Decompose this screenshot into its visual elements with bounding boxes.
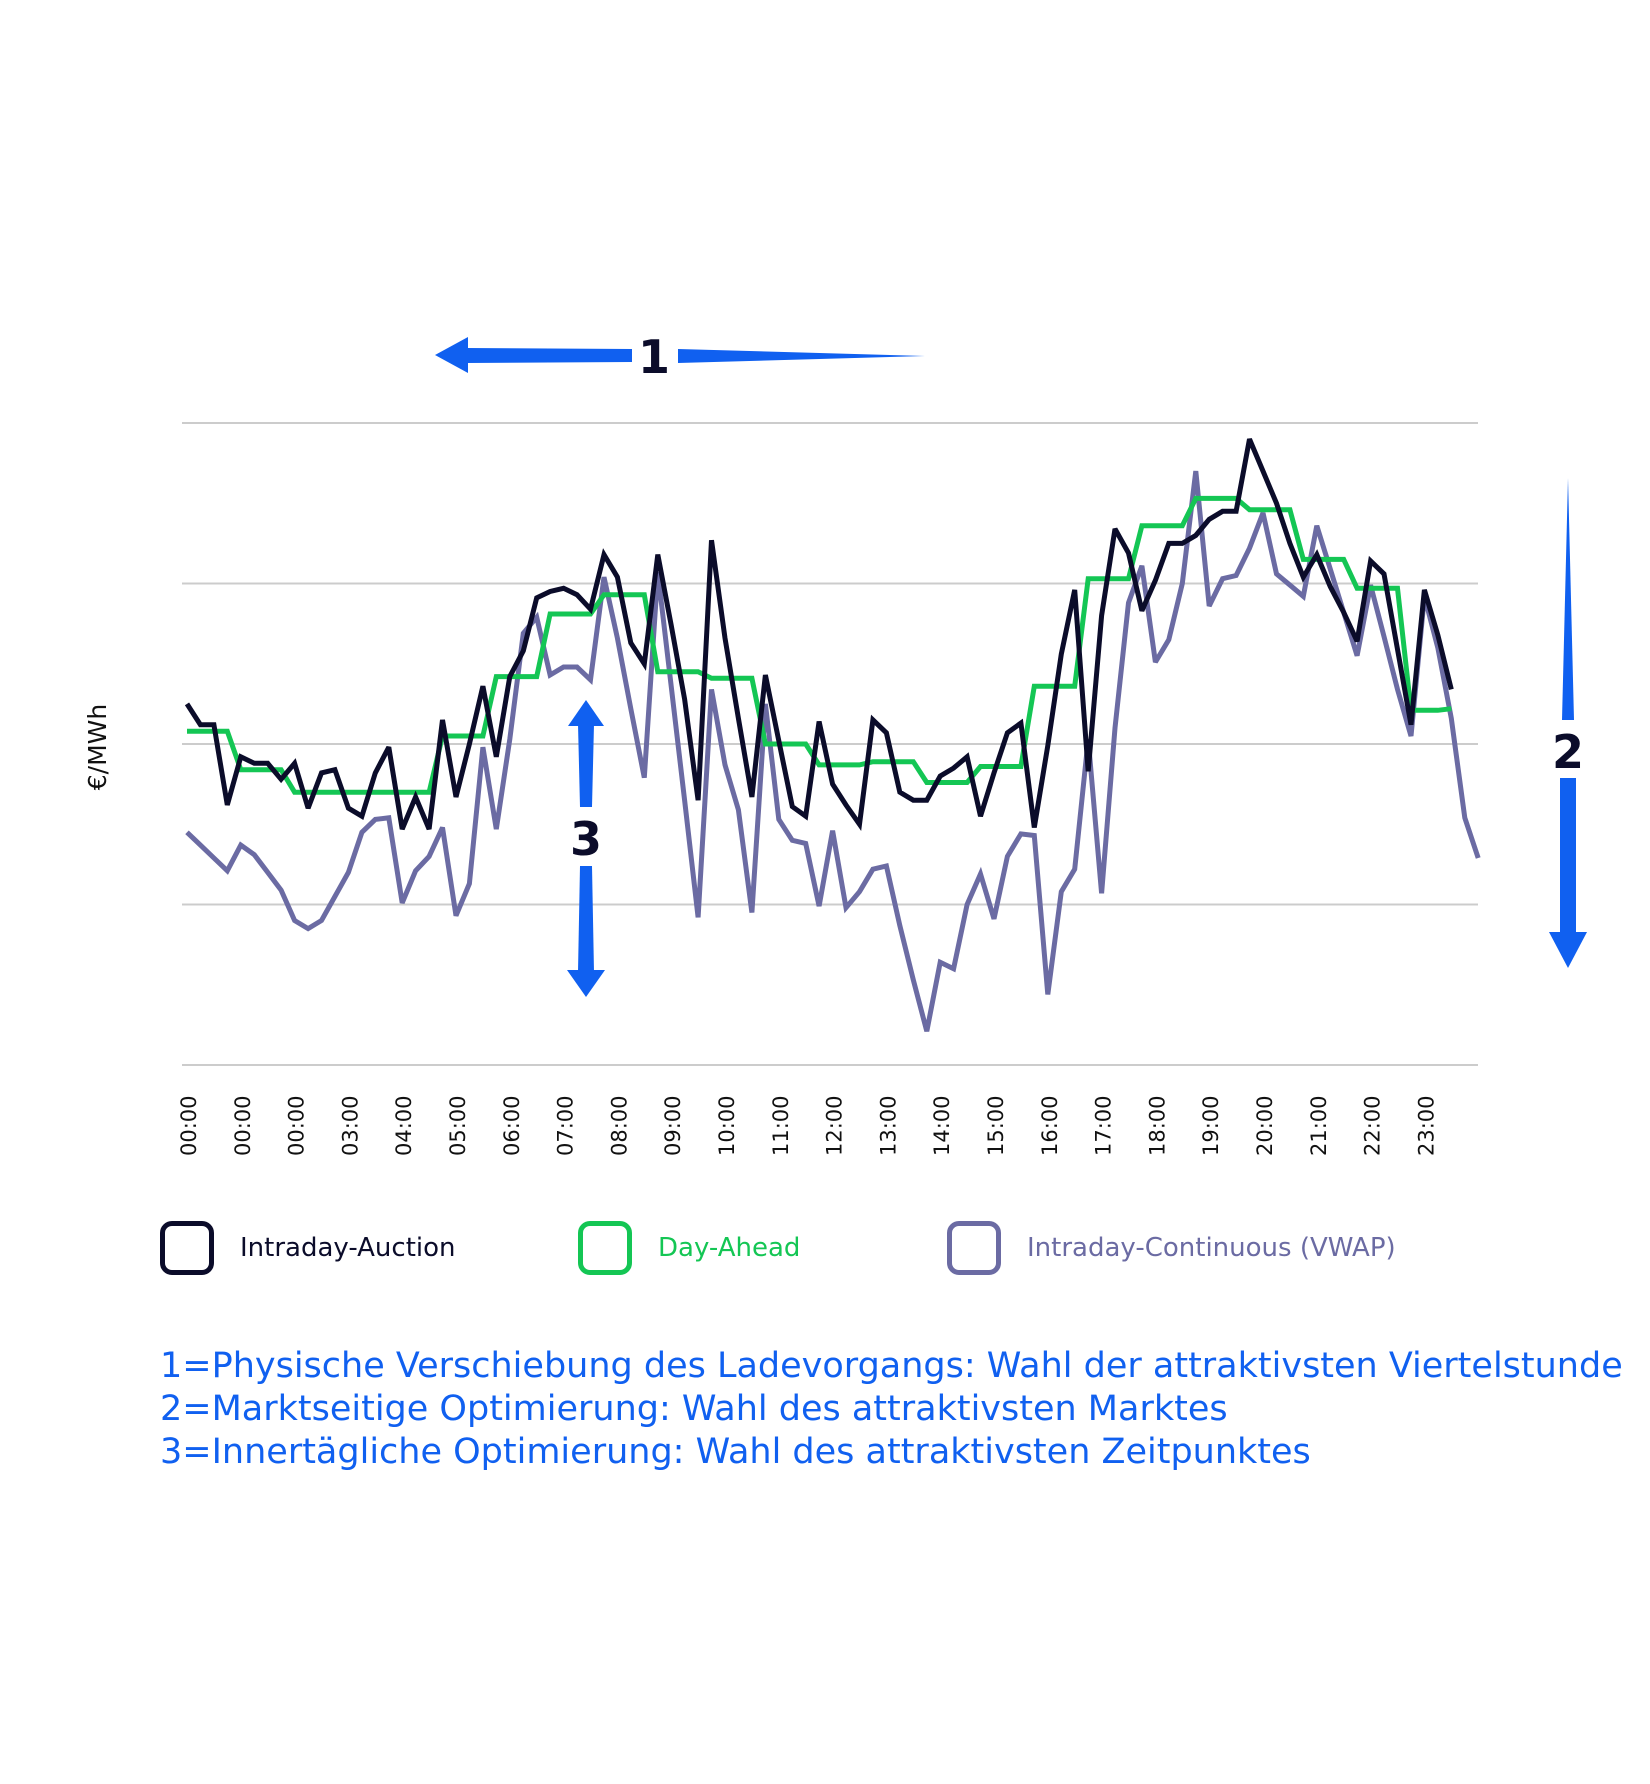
annotation-1-label: 1 bbox=[638, 330, 670, 384]
chart-series bbox=[184, 438, 1481, 1032]
arrow-1-left-shaft bbox=[466, 348, 632, 363]
x-tick-label: 07:00 bbox=[554, 1095, 578, 1156]
x-tick-label: 12:00 bbox=[823, 1095, 847, 1156]
x-tick-label: 08:00 bbox=[607, 1095, 631, 1156]
x-tick-label: 00:00 bbox=[177, 1095, 201, 1156]
note-1: 1=Physische Verschiebung des Ladevorgang… bbox=[160, 1346, 1623, 1386]
arrow-3-up-shaft bbox=[578, 724, 594, 807]
note-3: 3=Innertägliche Optimierung: Wahl des at… bbox=[160, 1432, 1311, 1472]
annotation-2-arrow: 2 bbox=[1549, 478, 1587, 968]
x-tick-label: 14:00 bbox=[930, 1095, 954, 1156]
legend-swatch-intraday-continuous bbox=[947, 1221, 1001, 1275]
annotation-3-label: 3 bbox=[570, 812, 602, 866]
arrow-3-down-shaft bbox=[578, 866, 594, 972]
x-tick-label: 17:00 bbox=[1092, 1095, 1116, 1156]
x-tick-label: 23:00 bbox=[1414, 1095, 1438, 1156]
arrow-1-left-head bbox=[435, 337, 468, 373]
x-tick-label: 16:00 bbox=[1038, 1095, 1062, 1156]
x-axis-ticks: 00:00 00:00 00:00 03:00 04:00 05:00 06:00 07:00… bbox=[177, 1095, 1438, 1156]
explanation-notes: 1=Physische Verschiebung des Ladevorgang… bbox=[160, 1345, 1623, 1474]
x-tick-label: 03:00 bbox=[338, 1095, 362, 1156]
x-tick-label: 22:00 bbox=[1361, 1095, 1385, 1156]
arrow-2-top-tail bbox=[1562, 478, 1574, 720]
x-tick-label: 04:00 bbox=[392, 1095, 416, 1156]
legend-item-intraday-continuous: Intraday-Continuous (VWAP) bbox=[947, 1216, 1396, 1280]
x-tick-label: 19:00 bbox=[1199, 1095, 1223, 1156]
arrow-2-lower-shaft bbox=[1560, 778, 1576, 934]
x-tick-label: 00:00 bbox=[231, 1095, 255, 1156]
series-line-day-ahead bbox=[187, 495, 1452, 795]
arrow-2-head bbox=[1549, 932, 1587, 968]
series-line-intraday-auction bbox=[184, 438, 1454, 832]
x-tick-label: 10:00 bbox=[715, 1095, 739, 1156]
arrow-1-right-tail bbox=[678, 349, 925, 363]
legend-label-intraday-continuous: Intraday-Continuous (VWAP) bbox=[1027, 1233, 1396, 1263]
legend-label-day-ahead: Day-Ahead bbox=[658, 1233, 801, 1263]
x-tick-label: 05:00 bbox=[446, 1095, 470, 1156]
legend-item-day-ahead: Day-Ahead bbox=[578, 1216, 800, 1280]
x-tick-label: 00:00 bbox=[285, 1095, 309, 1156]
legend-swatch-intraday-auction bbox=[160, 1221, 214, 1275]
x-tick-label: 11:00 bbox=[769, 1095, 793, 1156]
annotation-2-label: 2 bbox=[1552, 725, 1584, 779]
legend-item-intraday-auction: Intraday-Auction bbox=[160, 1216, 456, 1280]
x-tick-label: 09:00 bbox=[661, 1095, 685, 1156]
gridlines bbox=[182, 422, 1478, 1066]
x-tick-label: 15:00 bbox=[984, 1095, 1008, 1156]
y-axis-label: €/MWh bbox=[83, 704, 112, 790]
series-line-intraday-continuous-vwap bbox=[185, 470, 1481, 1032]
annotation-1-arrow: 1 bbox=[435, 330, 925, 384]
x-tick-label: 18:00 bbox=[1145, 1095, 1169, 1156]
x-tick-label: 21:00 bbox=[1307, 1095, 1331, 1156]
x-tick-label: 13:00 bbox=[876, 1095, 900, 1156]
legend-label-intraday-auction: Intraday-Auction bbox=[240, 1233, 456, 1263]
note-2: 2=Marktseitige Optimierung: Wahl des att… bbox=[160, 1389, 1228, 1429]
price-chart: €/MWh 00:00 00:00 00:00 03:00 04:00 05:00 06:0… bbox=[83, 330, 1587, 1156]
arrow-3-up-head bbox=[568, 700, 604, 726]
x-tick-label: 06:00 bbox=[500, 1095, 524, 1156]
x-tick-label: 20:00 bbox=[1253, 1095, 1277, 1156]
arrow-3-down-head bbox=[567, 970, 605, 997]
annotation-3-arrow: 3 bbox=[567, 700, 605, 997]
legend-swatch-day-ahead bbox=[578, 1221, 632, 1275]
